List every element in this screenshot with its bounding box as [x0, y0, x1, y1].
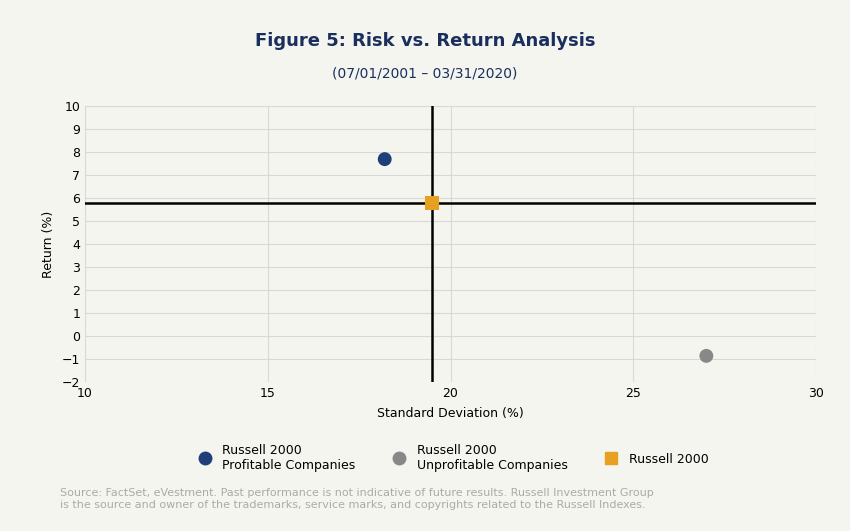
- Legend: Russell 2000
Profitable Companies, Russell 2000
Unprofitable Companies, Russell : Russell 2000 Profitable Companies, Russe…: [192, 444, 709, 472]
- Text: (07/01/2001 – 03/31/2020): (07/01/2001 – 03/31/2020): [332, 66, 518, 80]
- Point: [700, 352, 713, 360]
- Y-axis label: Return (%): Return (%): [42, 211, 54, 278]
- Point: [426, 199, 439, 207]
- Text: Source: FactSet, eVestment. Past performance is not indicative of future results: Source: FactSet, eVestment. Past perform…: [60, 488, 654, 510]
- Text: Figure 5: Risk vs. Return Analysis: Figure 5: Risk vs. Return Analysis: [255, 32, 595, 50]
- X-axis label: Standard Deviation (%): Standard Deviation (%): [377, 407, 524, 420]
- Point: [378, 155, 392, 164]
